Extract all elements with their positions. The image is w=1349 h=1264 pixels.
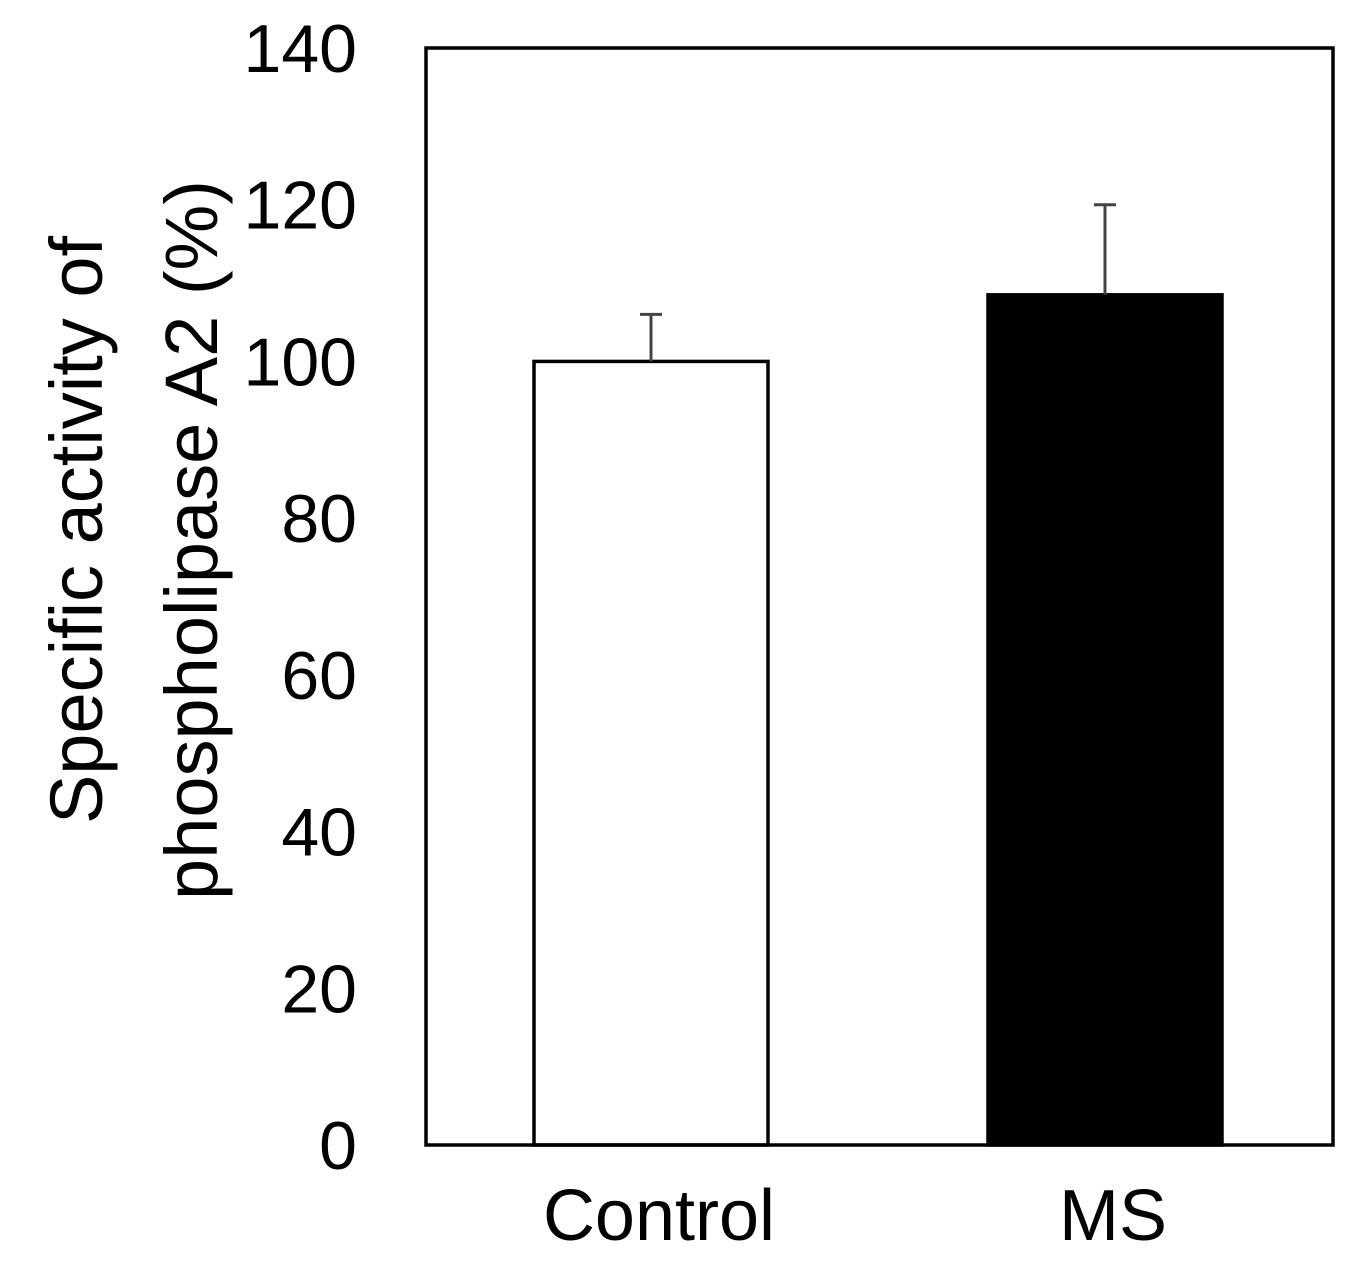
y-axis-title-line-1: Specific activity of	[35, 236, 118, 825]
x-tick-label-ms: MS	[1059, 1176, 1167, 1256]
bar-control	[532, 359, 770, 1147]
y-tick-labels: 0 20 40 60 80 100 120 140	[244, 11, 357, 1184]
y-tick-label-40: 40	[281, 795, 357, 871]
error-bars-layer	[640, 203, 1116, 362]
y-tick-label-0: 0	[319, 1108, 357, 1184]
y-tick-label-120: 120	[244, 168, 357, 244]
x-category-labels: Control MS	[543, 1176, 1167, 1256]
bars-layer	[532, 293, 1224, 1147]
y-tick-label-20: 20	[281, 951, 357, 1027]
y-tick-label-80: 80	[281, 481, 357, 557]
y-tick-label-100: 100	[244, 324, 357, 400]
plot-frame	[424, 46, 1335, 1147]
x-tick-label-control: Control	[543, 1176, 775, 1256]
y-axis-title: Specific activity of phospholipase A2 (%…	[35, 180, 233, 900]
bar-ms	[986, 293, 1224, 1147]
y-tick-label-60: 60	[281, 638, 357, 714]
y-axis-title-line-2: phospholipase A2 (%)	[150, 180, 233, 900]
y-tick-label-140: 140	[244, 11, 357, 87]
